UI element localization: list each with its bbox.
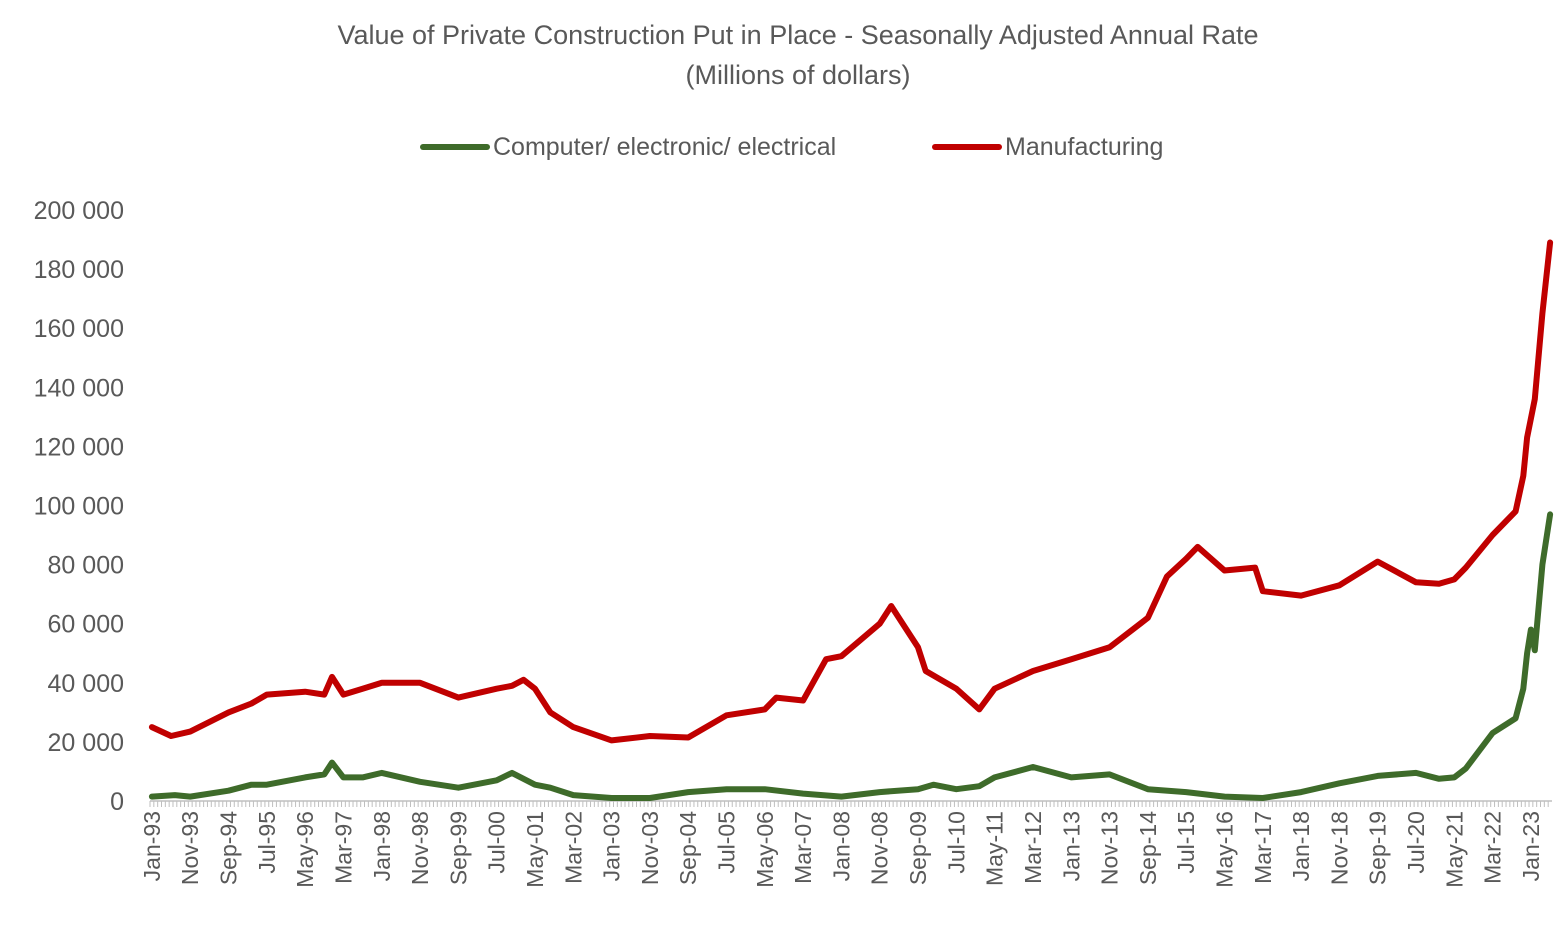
legend-swatch-manufacturing — [932, 144, 1002, 150]
x-tick-label: Jan-03 — [599, 811, 625, 881]
chart-title: Value of Private Construction Put in Pla… — [337, 20, 1259, 50]
y-tick-label: 40 000 — [48, 670, 124, 698]
y-tick-label: 140 000 — [34, 374, 124, 402]
y-tick-label: 100 000 — [34, 493, 124, 521]
x-axis: Jan-93 Nov-93 Sep-94 Jul-95 May-96 Mar-97 Jan-… — [139, 800, 1552, 888]
x-tick-label: Nov-93 — [177, 811, 203, 885]
x-tick-label: May-96 — [292, 811, 318, 888]
x-tick-label: Sep-99 — [445, 811, 471, 885]
x-tick-label: Jul-15 — [1173, 811, 1199, 874]
x-tick-label: May-06 — [752, 811, 778, 888]
x-tick-label: Jul-00 — [484, 811, 510, 874]
x-tick-label: Mar-07 — [790, 811, 816, 884]
chart-subtitle: (Millions of dollars) — [685, 60, 911, 90]
x-tick-label: May-01 — [522, 811, 548, 888]
x-tick-label: Jan-93 — [139, 811, 165, 881]
x-tick-label: Sep-14 — [1135, 811, 1161, 885]
x-tick-label: Jul-05 — [714, 811, 740, 874]
x-tick-label: Mar-22 — [1480, 811, 1506, 884]
x-tick-label: Jul-20 — [1403, 811, 1429, 874]
y-tick-label: 0 — [110, 788, 124, 816]
x-tick-label: Nov-98 — [407, 811, 433, 885]
x-tick-label: Jan-08 — [828, 811, 854, 881]
legend-swatch-computer — [420, 144, 490, 150]
x-tick-label: Jul-95 — [254, 811, 280, 874]
y-tick-label: 60 000 — [48, 611, 124, 639]
x-tick-label: Nov-13 — [1097, 811, 1123, 885]
y-tick-label: 80 000 — [48, 552, 124, 580]
x-tick-label: Jan-98 — [369, 811, 395, 881]
x-tick-label: May-16 — [1211, 811, 1237, 888]
y-tick-label: 20 000 — [48, 729, 124, 757]
x-tick-label: Sep-94 — [216, 811, 242, 885]
x-tick-label: Mar-12 — [1020, 811, 1046, 884]
x-tick-label: May-21 — [1441, 811, 1467, 888]
series-line-computer-electronic-electrical — [148, 511, 1554, 801]
y-axis: 0 20 000 40 000 60 000 80 000 100 000 120 000 1… — [34, 197, 124, 816]
x-tick-label: Jan-18 — [1288, 811, 1314, 881]
x-tick-label: Sep-09 — [905, 811, 931, 885]
x-tick-label: May-11 — [982, 811, 1008, 886]
x-tick-label: Sep-19 — [1365, 811, 1391, 885]
series-lines — [148, 239, 1554, 801]
x-tick-label: Sep-04 — [675, 811, 701, 885]
x-tick-label: Jan-23 — [1518, 811, 1544, 881]
series-line-manufacturing — [148, 239, 1554, 744]
legend-item-manufacturing: Manufacturing — [932, 130, 1163, 164]
legend-label-computer: Computer/ electronic/ electrical — [493, 132, 837, 161]
x-tick-label: Mar-02 — [560, 811, 586, 884]
y-tick-label: 120 000 — [34, 433, 124, 461]
y-tick-label: 160 000 — [34, 315, 124, 343]
legend-label-manufacturing: Manufacturing — [1005, 132, 1164, 161]
x-tick-label: Mar-97 — [330, 811, 356, 884]
y-tick-label: 200 000 — [34, 197, 124, 225]
x-tick-label: Jan-13 — [1058, 811, 1084, 881]
x-tick-label: Mar-17 — [1250, 811, 1276, 884]
legend-item-computer: Computer/ electronic/ electrical — [420, 130, 836, 164]
x-tick-label: Nov-03 — [637, 811, 663, 885]
x-tick-label: Nov-08 — [867, 811, 893, 885]
x-tick-label: Nov-18 — [1326, 811, 1352, 885]
y-tick-label: 180 000 — [34, 256, 124, 284]
x-tick-label: Jul-10 — [943, 811, 969, 874]
